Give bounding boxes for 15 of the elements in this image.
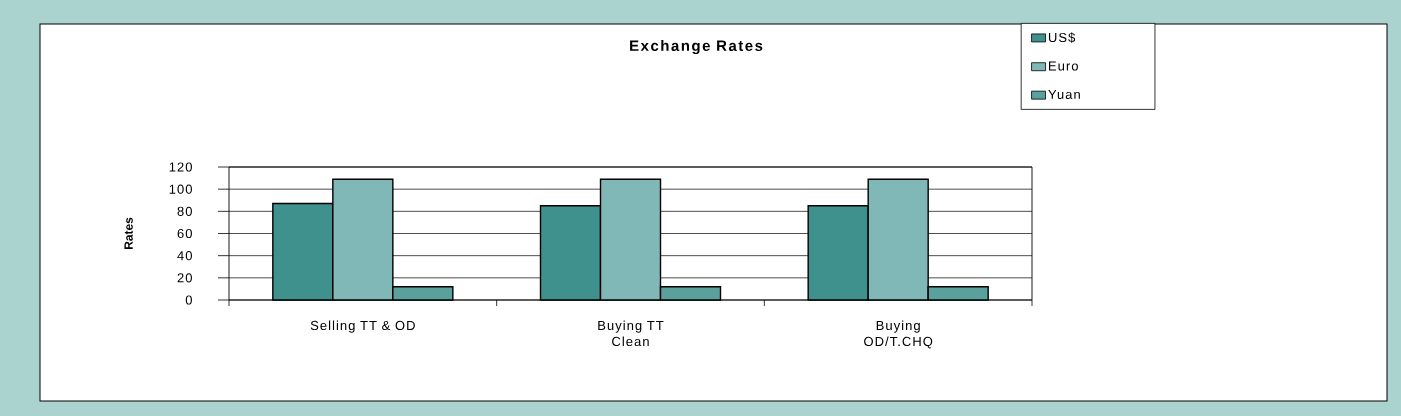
y-tick-label: 80	[177, 206, 192, 216]
x-tick-label: Buying TT Clean	[598, 320, 664, 347]
y-axis-title: Rates	[124, 217, 133, 250]
x-tick-label: Selling TT & OD	[310, 320, 415, 333]
legend-label: Euro	[1049, 61, 1078, 71]
y-tick-label: 40	[177, 251, 192, 261]
y-tick-label: 0	[185, 295, 192, 305]
x-tick-label: Buying OD/T.CHQ	[864, 320, 933, 349]
y-tick-label: 120	[169, 162, 192, 172]
y-tick-label: 100	[169, 184, 192, 194]
legend-label: Yuan	[1048, 89, 1080, 99]
y-tick-label: 20	[177, 273, 192, 283]
y-tick-label: 60	[177, 228, 192, 239]
chart-title: Exchange Rates	[630, 40, 763, 55]
legend-label: US$	[1048, 32, 1076, 43]
